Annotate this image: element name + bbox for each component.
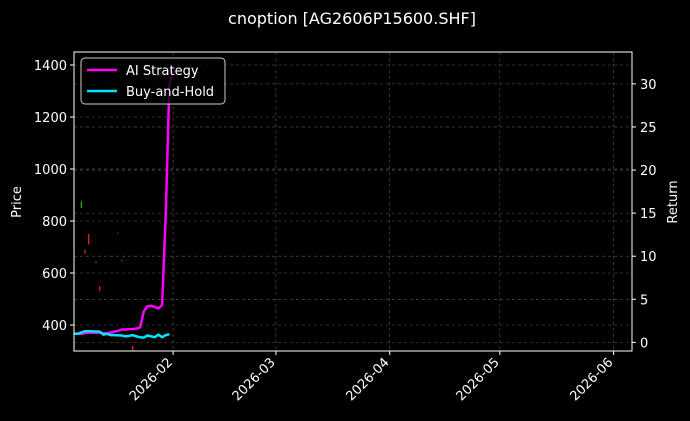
left-tick-label-1400: 1400: [34, 59, 67, 74]
right-tick-label-5: 5: [640, 293, 648, 308]
series-lines: [74, 70, 175, 339]
right-tick-label-25: 25: [640, 121, 657, 136]
left-tick-label-600: 600: [42, 267, 67, 282]
right-axis-label: Return: [666, 180, 681, 223]
legend: AI Strategy Buy-and-Hold: [80, 57, 226, 105]
left-axis: 400 600 800 1000 1200 1400: [34, 59, 74, 334]
left-axis-label: Price: [10, 186, 25, 218]
right-axis: 0 5 10 15 20 25 30: [632, 78, 657, 351]
left-tick-label-1200: 1200: [34, 111, 67, 126]
chart-title: cnoption [AG2606P15600.SHF]: [228, 9, 476, 28]
series-line-buy-and-hold: [74, 329, 170, 339]
right-tick-label-15: 15: [640, 207, 657, 222]
left-tick-label-400: 400: [42, 319, 67, 334]
grid: [74, 52, 632, 351]
left-tick-label-800: 800: [42, 215, 67, 230]
left-tick-label-1000: 1000: [34, 163, 67, 178]
right-tick-label-30: 30: [640, 78, 657, 93]
legend-label-buy-and-hold: Buy-and-Hold: [126, 85, 214, 100]
right-tick-label-20: 20: [640, 164, 657, 179]
right-tick-label-0: 0: [640, 336, 648, 351]
price-marks: [80, 201, 134, 351]
right-tick-label-10: 10: [640, 250, 657, 265]
legend-label-ai-strategy: AI Strategy: [126, 64, 199, 79]
plot-frame: [73, 51, 633, 352]
